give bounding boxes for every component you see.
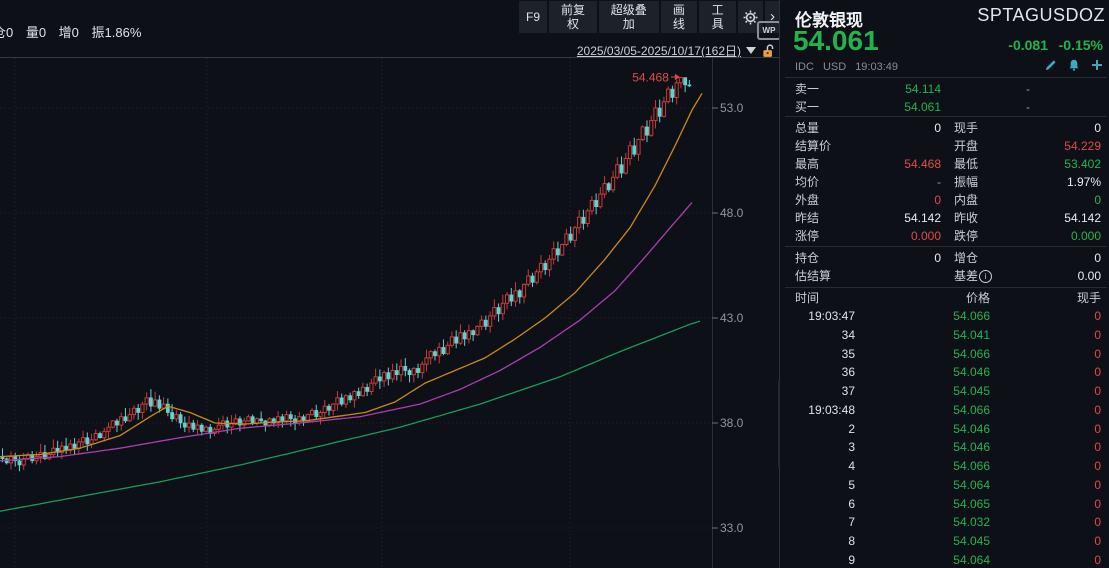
order-book-row: 卖一 54.114- — [795, 82, 1030, 96]
tape-row: 37 54.045 0 — [841, 384, 1101, 398]
stat-row: 总量 0 现手 0 — [795, 121, 1101, 135]
chart-toolbar: F9 前复权 超级叠加 画线 工具 › — [519, 1, 780, 33]
tape-row: 34 54.041 0 — [841, 327, 1101, 342]
tape-row: 3 54.046 0 — [848, 440, 1101, 455]
currency-label: USD — [822, 61, 847, 73]
tape-row: 8 54.045 0 — [848, 534, 1101, 548]
last-price: 54.061 — [793, 25, 879, 56]
tape-row: 19:03:48 54.066 0 — [808, 402, 1101, 417]
quote-time: 19:03:49 — [855, 61, 899, 73]
draw-line-button[interactable]: 画线 — [660, 1, 698, 33]
panel-divider — [779, 0, 780, 568]
tape-row: 9 54.064 0 — [848, 552, 1101, 567]
info-icon[interactable]: i — [979, 270, 993, 283]
y-axis-label: 53.0 — [720, 101, 744, 115]
status-summary: 仓0 量0 增0 振1.86% — [0, 25, 142, 40]
stat-row: 结算价 开盘 54.229 — [795, 139, 1101, 153]
date-range-row: 2025/03/05-2025/10/17(162日) — [540, 42, 776, 59]
tape-row: 4 54.066 0 — [848, 459, 1101, 473]
stat-row: 昨结 54.142 昨收 54.142 — [795, 211, 1101, 225]
alert-bell-icon[interactable] — [1068, 59, 1080, 71]
exchange-label: IDC — [795, 61, 814, 73]
tape-header: 时间 价格 现手 — [780, 290, 1109, 306]
forward-adjust-button[interactable]: 前复权 — [549, 1, 598, 33]
price-change-pct: -0.15% — [1058, 37, 1103, 53]
chevron-right-icon: › — [770, 8, 775, 25]
stat-row: 均价 - 振幅 1.97% — [795, 175, 1101, 189]
tape-row: 7 54.032 0 — [848, 515, 1101, 530]
tape-row: 6 54.065 0 — [848, 496, 1101, 511]
add-plus-icon[interactable] — [1091, 59, 1103, 71]
divider-line — [785, 246, 1107, 247]
chart-area: 仓0 量0 增0 振1.86% F9 前复权 超级叠加 画线 工具 — [0, 0, 781, 568]
toolbar-more-button[interactable]: › — [765, 1, 780, 33]
tape-col-lots: 现手 — [1076, 291, 1101, 305]
instrument-name: 伦敦银现 — [795, 11, 863, 30]
y-axis-label: 43.0 — [720, 311, 744, 325]
stat-row: 持仓 0 增仓 0 — [795, 251, 1101, 265]
y-axis-label: 48.0 — [720, 206, 744, 220]
divider-line — [785, 287, 1107, 288]
order-book-row: 买一 54.061- — [795, 100, 1030, 114]
tape-col-price: 价格 — [965, 291, 990, 305]
f9-button[interactable]: F9 — [519, 1, 548, 33]
price-change: -0.081 — [1008, 37, 1048, 53]
edit-pencil-icon[interactable] — [1045, 59, 1057, 71]
time-and-sales-list[interactable]: 19:03:47 54.066 0 34 54.041 0 35 54.066 0 36 54.04… — [780, 307, 1109, 568]
divider-line — [785, 77, 1107, 78]
y-axis-label: 33.0 — [720, 521, 744, 535]
super-overlay-button[interactable]: 超级叠加 — [599, 1, 659, 33]
stat-row: 估结算 基差 i 0.00 — [795, 269, 1101, 283]
instrument-code: SPTAGUSDOZ — [977, 5, 1105, 25]
stat-row: 最高 54.468 最低 53.402 — [795, 157, 1101, 171]
tools-button[interactable]: 工具 — [699, 1, 736, 33]
stat-row: 外盘 0 内盘 0 — [795, 193, 1101, 207]
candlestick-chart[interactable]: 53.0 48.0 43.0 38.0 33.0 54.468 — [0, 0, 780, 568]
quote-actions — [1045, 59, 1103, 71]
quote-meta: IDC USD 19:03:49 — [795, 61, 898, 73]
tape-row: 36 54.046 0 — [841, 365, 1101, 380]
gear-icon — [743, 10, 758, 24]
stat-row: 涨停 0.000 跌停 0.000 — [795, 229, 1101, 243]
chevron-down-icon[interactable] — [746, 47, 756, 54]
quote-panel: 伦敦银现 SPTAGUSDOZ 54.061 -0.081 -0.15% IDC… — [780, 0, 1109, 568]
date-range-selector[interactable]: 2025/03/05-2025/10/17(162日) — [576, 44, 741, 58]
tape-col-time: 时间 — [795, 291, 820, 305]
tape-row: 19:03:47 54.066 0 — [808, 309, 1101, 323]
tape-row: 5 54.064 0 — [848, 477, 1101, 492]
unlock-icon[interactable] — [761, 43, 776, 58]
tape-row: 35 54.066 0 — [841, 346, 1101, 361]
price-high-label: 54.468 — [632, 71, 669, 85]
tape-row: 2 54.046 0 — [848, 421, 1101, 436]
y-axis-label: 38.0 — [720, 416, 744, 430]
divider-line — [785, 116, 1107, 117]
